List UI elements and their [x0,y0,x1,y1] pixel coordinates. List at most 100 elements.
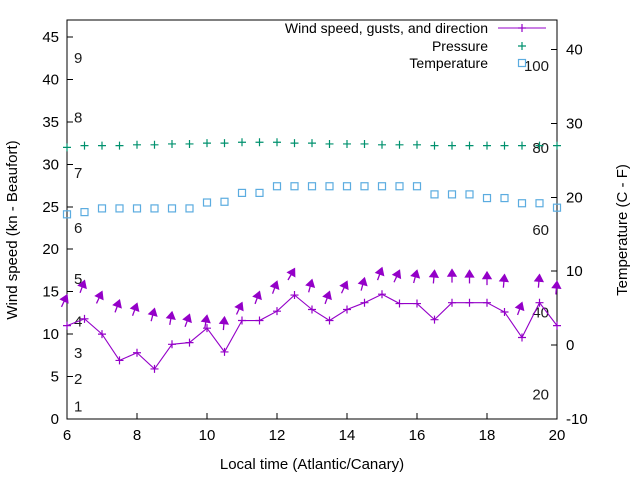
arrow-head [147,307,158,317]
temperature-point [430,190,439,199]
beaufort-label: 5 [74,271,82,288]
wind-speed-point [98,330,106,339]
temperature-point [202,198,212,207]
pressure-point [150,140,159,149]
series-pressure [63,138,561,152]
wind-speed-point [518,333,526,342]
wind-direction-arrow [322,290,332,305]
y-tick-label: 0 [51,411,59,428]
arrow-head [322,290,332,301]
pressure-point [448,141,456,150]
temperature-point [272,182,282,191]
wind-direction-arrow [252,290,262,305]
arrow-head [339,280,349,291]
pressure-point [465,141,474,150]
wind-speed-point [185,338,194,347]
arrow-head [446,268,458,277]
x-axis-title: Local time (Atlantic/Canary) [220,456,404,473]
x-tick-label: 14 [339,427,356,444]
pressure-point [413,140,421,149]
wind-speed-point [273,307,281,316]
arrow-head [514,301,525,312]
x-tick-label: 20 [549,427,566,444]
beaufort-label: 6 [74,220,82,237]
wind-direction-arrow [374,266,385,281]
temperature-point [482,193,492,203]
wind-direction-arrow [305,278,316,293]
pressure-point [220,139,229,148]
y2-axis-title: Temperature (C - F) [614,164,631,296]
temperature-point [290,182,299,191]
wind-direction-arrow [129,302,140,316]
pressure-point [535,141,544,150]
temperature-point [342,182,352,191]
pressure-point [63,143,71,152]
legend-label: Pressure [432,38,488,54]
wind-direction-arrow [234,301,244,315]
pressure-point [273,138,281,147]
y-tick-label: 30 [42,156,59,173]
temperature-point [220,197,229,206]
x-tick-label: 8 [133,427,141,444]
temperature-point [535,199,544,208]
pressure-point [360,139,369,148]
wind-speed-point [430,315,439,324]
x-tick-label: 6 [63,427,71,444]
pressure-point [168,139,176,148]
temperature-point [447,190,457,199]
wind-speed-point [133,348,141,357]
y-tick-label: 40 [42,71,59,88]
arrow-head [533,273,545,283]
temperature-point [132,204,142,213]
wind-direction-arrow [77,279,87,294]
legend-entry[interactable]: Wind speed, gusts, and direction [285,20,546,36]
series-wind-gust-arrows [59,266,562,331]
temperature-point [395,182,404,191]
y-tick-label: 15 [42,284,59,301]
wind-direction-arrow [112,298,122,313]
wind-speed-point [308,305,316,314]
wind-speed-point [553,321,561,330]
pressure-point [185,139,194,148]
y2-tick-label: 10 [566,263,583,280]
arrow-head [252,290,262,301]
legend-entry[interactable]: Temperature [409,55,527,71]
wind-direction-arrow [286,267,296,281]
wind-speed-point [378,290,386,299]
wind-direction-arrow [339,280,349,294]
fahrenheit-label: 20 [532,387,549,404]
wind-speed-point [203,324,211,333]
x-tick-label: 18 [479,427,496,444]
wind-speed-point [448,298,456,307]
wind-speed-point [168,340,176,349]
legend-plus-marker [518,24,526,32]
pressure-point [378,140,386,149]
pressure-point [518,141,526,150]
y-axis-ticks: 0 5 10 15 20 25 30 35 40 45 [42,29,73,428]
wind-direction-arrow [464,269,475,284]
beaufort-label: 9 [74,50,82,67]
wind-speed-point [360,298,369,307]
wind-direction-arrow [533,273,545,288]
temperature-point [500,193,509,203]
wind-speed-point [80,314,89,323]
beaufort-label: 8 [74,110,82,127]
arrow-head [464,269,475,278]
y-tick-label: 10 [42,326,59,343]
wind-direction-arrow [446,268,458,283]
y2-tick-label: 40 [566,42,583,59]
wind-speed-line [66,293,558,370]
wind-direction-arrow [200,314,211,329]
arrow-head [498,273,510,283]
wind-direction-arrow [391,269,402,283]
arrow-head [165,310,176,320]
wind-speed-point [220,347,229,356]
temperature-point [360,182,369,191]
pressure-point [115,141,124,150]
y-tick-label: 20 [42,241,59,258]
legend-entry[interactable]: Pressure [432,38,526,54]
arrow-head [391,269,402,280]
wind-direction-arrow [410,269,421,284]
